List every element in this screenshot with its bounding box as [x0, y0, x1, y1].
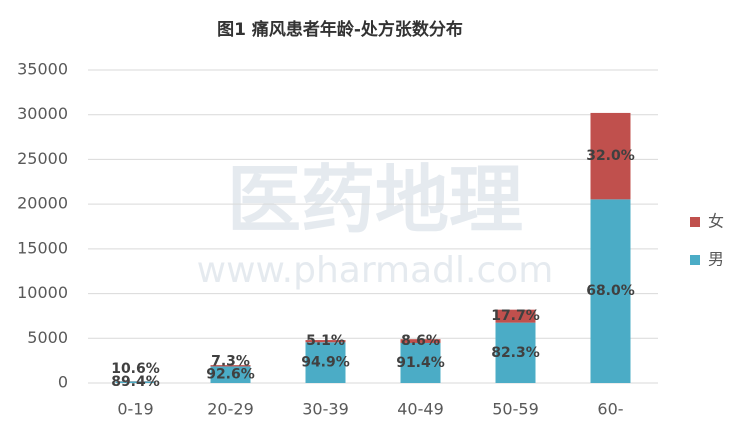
x-tick-label: 50-59: [492, 400, 539, 419]
y-tick-label: 20000: [17, 194, 68, 213]
legend-swatch: [690, 255, 700, 265]
watermark: www.pharmadl.com: [197, 250, 554, 291]
x-tick-label: 60-: [597, 400, 623, 419]
bar-segment: [210, 366, 251, 383]
y-tick-label: 35000: [17, 60, 68, 79]
x-tick-label: 20-29: [207, 400, 254, 419]
y-tick-label: 0: [58, 373, 68, 392]
bar-segment: [305, 340, 346, 343]
watermark: 医药地理: [227, 158, 523, 244]
bar-segment: [210, 365, 251, 367]
y-tick-label: 15000: [17, 238, 68, 257]
data-label: 17.7%: [491, 308, 540, 324]
bar-segment: [115, 381, 156, 383]
bar-segment: [590, 112, 631, 200]
y-tick-label: 25000: [17, 149, 68, 168]
legend-label: 男: [708, 250, 724, 269]
legend-label: 女: [708, 212, 724, 231]
bar-segment: [495, 309, 536, 323]
y-tick-label: 10000: [17, 283, 68, 302]
data-label: 8.6%: [401, 333, 440, 349]
data-label: 5.1%: [306, 333, 345, 349]
data-label: 91.4%: [396, 355, 445, 371]
bar-segment: [495, 322, 536, 383]
legend-swatch: [690, 217, 700, 227]
bar-segment: [400, 339, 441, 343]
data-label: 94.9%: [301, 355, 350, 371]
data-label: 32.0%: [586, 148, 635, 164]
data-label: 68.0%: [586, 283, 635, 299]
data-label: 82.3%: [491, 345, 540, 361]
chart-title: 图1 痛风患者年龄-处方张数分布: [217, 19, 463, 40]
bar-segment: [305, 342, 346, 383]
x-tick-label: 0-19: [117, 400, 153, 419]
data-label: 89.4%: [111, 374, 160, 390]
data-label: 7.3%: [211, 354, 250, 370]
bar-segment: [590, 199, 631, 383]
data-label: 92.6%: [206, 367, 255, 383]
data-label: 10.6%: [111, 361, 160, 377]
x-tick-label: 40-49: [397, 400, 444, 419]
bar-segment: [400, 342, 441, 383]
x-tick-label: 30-39: [302, 400, 349, 419]
y-tick-label: 5000: [27, 328, 68, 347]
y-tick-label: 30000: [17, 104, 68, 123]
